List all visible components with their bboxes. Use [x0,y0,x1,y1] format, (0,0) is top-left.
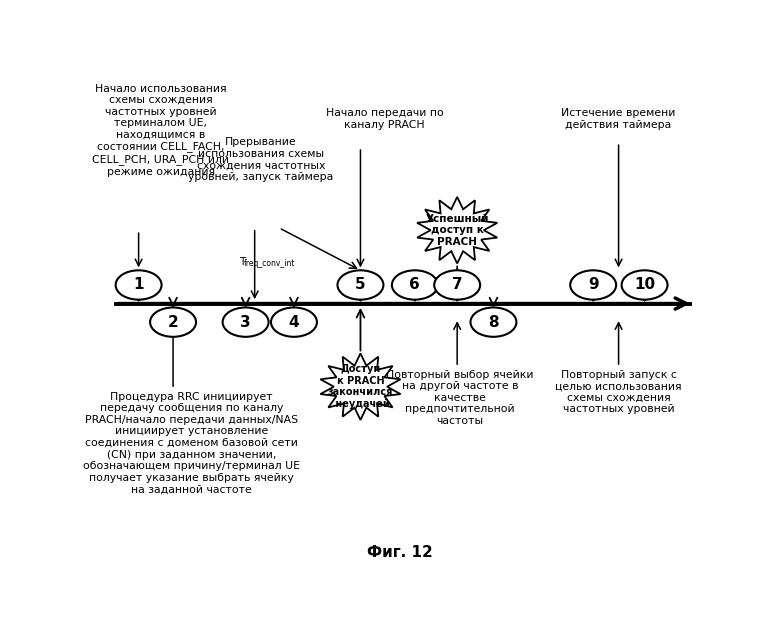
Text: 1: 1 [133,277,144,293]
Text: 6: 6 [410,277,420,293]
Text: Повторный запуск с
целью использования
схемы схождения
частотных уровней: Повторный запуск с целью использования с… [555,370,682,415]
Text: 8: 8 [488,314,498,330]
Ellipse shape [622,271,668,300]
Ellipse shape [392,271,438,300]
Ellipse shape [150,307,196,337]
Ellipse shape [271,307,317,337]
Text: 7: 7 [452,277,463,293]
Text: Процедура RRC инициирует
передачу сообщения по каналу
PRACH/начало передачи данн: Процедура RRC инициирует передачу сообще… [83,392,300,495]
Text: 4: 4 [289,314,300,330]
Text: T: T [239,257,246,267]
Ellipse shape [222,307,268,337]
Text: Начало использования
схемы схождения
частотных уровней
терминалом UE,
находящимс: Начало использования схемы схождения час… [93,84,229,177]
Ellipse shape [470,307,516,337]
Text: 3: 3 [240,314,251,330]
Text: 9: 9 [588,277,598,293]
Text: Начало передачи по
каналу PRACH: Начало передачи по каналу PRACH [326,108,444,130]
Ellipse shape [434,271,480,300]
Text: 5: 5 [355,277,366,293]
Text: Повторный выбор ячейки
на другой частоте в
качестве
предпочтительной
частоты: Повторный выбор ячейки на другой частоте… [386,370,534,426]
Text: Доступ
к PRACH
закончился
 неудачей: Доступ к PRACH закончился неудачей [328,364,393,409]
Ellipse shape [338,271,384,300]
Text: 10: 10 [634,277,655,293]
Text: Прерывание
использования схемы
схождения частотных
уровней, запуск таймера: Прерывание использования схемы схождения… [188,137,333,182]
Text: freq_conv_int: freq_conv_int [244,258,296,267]
Text: Фиг. 12: Фиг. 12 [367,545,433,561]
Text: Успешный
доступ к
PRACH: Успешный доступ к PRACH [425,213,489,247]
Ellipse shape [115,271,161,300]
Polygon shape [321,354,401,420]
Text: 2: 2 [168,314,179,330]
Ellipse shape [570,271,616,300]
Polygon shape [417,197,498,264]
Text: Истечение времени
действия таймера: Истечение времени действия таймера [562,108,675,130]
